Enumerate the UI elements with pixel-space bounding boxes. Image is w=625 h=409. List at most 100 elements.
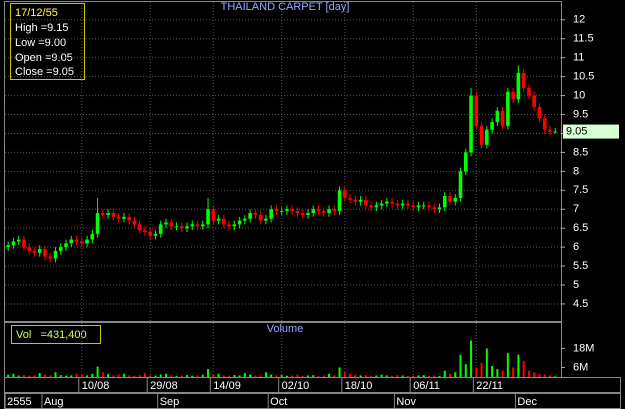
candle-body (106, 213, 110, 215)
volume-bar (406, 376, 409, 377)
candle-body (437, 207, 442, 210)
volume-bar (385, 375, 388, 377)
volume-bar (96, 366, 99, 377)
volume-bar (233, 375, 236, 377)
volume-bar (259, 375, 262, 377)
candle-body (211, 209, 216, 221)
month-label: Oct (270, 396, 287, 408)
volume-bar (470, 340, 473, 377)
candle-body (258, 214, 263, 221)
x-tick-label: 14/09 (213, 380, 241, 392)
volume-bar (501, 370, 504, 377)
candle-body (316, 209, 321, 212)
month-label: Sep (160, 396, 180, 408)
candle-body (516, 72, 521, 100)
y-tick-label: 5 (573, 279, 579, 291)
candle-body (553, 131, 558, 133)
info-date: 17/12/55 (15, 7, 58, 19)
volume-bar (7, 374, 10, 377)
candle-body (537, 106, 542, 119)
volume-bar (475, 367, 478, 377)
candle-body (190, 224, 195, 227)
volume-bar (149, 375, 152, 377)
volume-bar (143, 373, 146, 377)
candle-body (127, 216, 131, 221)
volume-bar (107, 373, 110, 377)
candle-body (153, 233, 158, 236)
volume-bar (86, 375, 89, 377)
volume-bar (548, 375, 551, 377)
volume-bar (101, 372, 104, 377)
volume-bar (280, 375, 283, 377)
candle-body (269, 209, 273, 219)
volume-bar (43, 374, 46, 377)
volume-bar (65, 375, 68, 377)
volume-tick-label: 18M (573, 342, 594, 354)
candle-body (411, 205, 415, 208)
candle-body (348, 197, 352, 200)
candle-body (385, 201, 389, 204)
candle-body (85, 239, 89, 244)
candle-body (53, 250, 58, 259)
candle-body (48, 256, 53, 259)
candle-body (295, 211, 300, 214)
volume-bar (485, 348, 488, 377)
candle-body (143, 230, 147, 232)
candle-body (395, 203, 400, 206)
volume-bar (122, 373, 125, 377)
volume-bar (438, 376, 441, 377)
candle-body (311, 209, 316, 214)
candle-body (16, 239, 21, 242)
volume-bar (33, 375, 36, 377)
volume-bar (306, 375, 309, 377)
volume-bar (301, 375, 304, 377)
candle-body (448, 195, 452, 202)
volume-bar (138, 375, 141, 377)
candle-body (337, 190, 342, 212)
candle-body (306, 213, 310, 215)
volume-bar (285, 375, 288, 377)
y-tick-label: 5.5 (573, 260, 588, 272)
candle-body (369, 205, 373, 208)
volume-bar (496, 369, 499, 377)
candle-body (542, 118, 547, 130)
volume-bar (17, 375, 20, 377)
volume-bar (175, 376, 178, 377)
candle-body (200, 224, 205, 227)
candle-body (485, 129, 489, 145)
volume-bar (522, 361, 525, 377)
volume-bar (533, 372, 536, 377)
volume-bar (75, 373, 78, 377)
price-panel (4, 1, 562, 322)
candle-body (95, 213, 100, 234)
volume-bar (291, 375, 294, 377)
volume-bar (364, 375, 367, 377)
candle-body (253, 213, 258, 215)
info-close: Close =9.05 (15, 66, 74, 78)
candle-body (453, 197, 458, 202)
candle-body (58, 247, 63, 251)
candle-body (511, 91, 515, 100)
candle-body (122, 216, 126, 219)
volume-bar (459, 354, 462, 377)
volume-bar (480, 362, 483, 377)
candle-body (442, 195, 447, 208)
candle-body (243, 218, 247, 221)
candle-body (469, 95, 473, 153)
candle-body (427, 205, 431, 208)
volume-bar (201, 374, 204, 377)
date-row (4, 377, 621, 393)
volume-bar (449, 373, 452, 377)
candle-body (527, 88, 531, 96)
volume-bar (512, 367, 515, 377)
candle-body (222, 218, 226, 225)
volume-bar (312, 375, 315, 377)
volume-bar (375, 375, 378, 377)
x-tick-label: 18/10 (345, 380, 373, 392)
info-open: Open =9.05 (15, 52, 73, 64)
volume-bar (491, 365, 494, 377)
candle-body (479, 125, 484, 145)
candle-body (169, 222, 174, 227)
volume-bar (170, 375, 173, 377)
